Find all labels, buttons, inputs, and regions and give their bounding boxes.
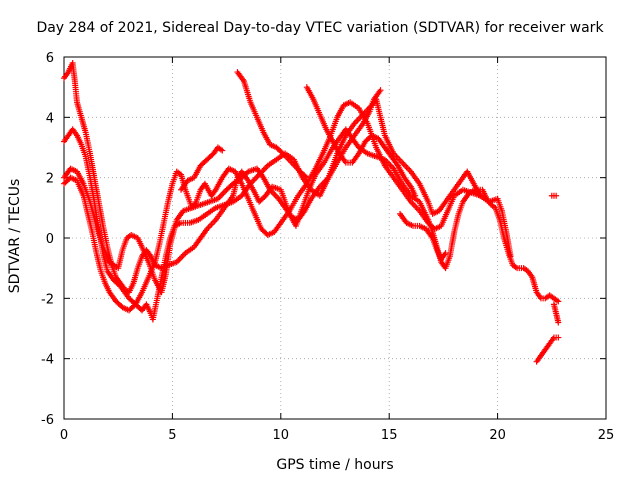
x-tick-label: 10 [273,428,290,443]
y-tick-label: 0 [46,232,54,247]
data-point [303,174,310,181]
series-track-6 [234,69,310,181]
data-point [555,334,562,341]
y-axis-label: SDTVAR / TECUs [7,178,23,294]
data-point [278,149,285,156]
data-point [219,147,226,154]
y-tick-label: 6 [46,51,54,66]
x-tick-label: 0 [60,428,68,443]
series-track-7 [303,84,419,199]
data-series [61,60,562,365]
grid-lines [64,57,606,419]
data-point [555,298,562,305]
data-point [553,192,560,199]
data-point [442,250,449,257]
data-point [243,169,250,176]
y-tick-label: -6 [41,413,54,428]
data-point [507,253,514,260]
x-tick-label: 15 [381,428,398,443]
data-point [412,192,419,199]
x-axis-label: GPS time / hours [276,457,394,473]
x-tick-label: 5 [168,428,176,443]
series-track-9 [533,334,562,365]
series-track-11 [548,192,560,199]
series-track-4 [61,87,384,296]
series-track-10 [550,301,562,326]
data-point [555,319,562,326]
data-point [377,87,384,94]
series-track-5 [178,144,226,193]
chart-title: Day 284 of 2021, Sidereal Day-to-day VTE… [36,20,604,36]
x-tick-label: 25 [598,428,615,443]
y-tick-label: 4 [46,111,54,126]
y-tick-label: 2 [46,172,54,187]
data-point [302,173,309,180]
axis-ticks: 0 5 10 15 20 25 -6 -4 -2 0 2 4 6 [41,51,614,443]
y-tick-label: -2 [41,292,54,307]
x-tick-label: 20 [489,428,506,443]
data-point [477,192,484,199]
data-point [228,181,235,188]
y-tick-label: -4 [41,353,54,368]
series-track-8 [397,210,449,263]
